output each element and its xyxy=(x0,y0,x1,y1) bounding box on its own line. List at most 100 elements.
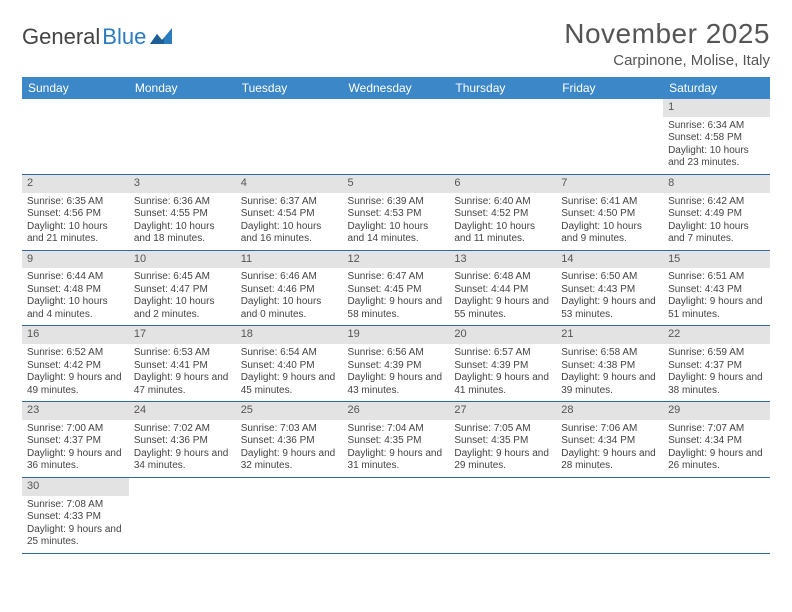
sunset-text: Sunset: 4:43 PM xyxy=(668,284,765,297)
calendar-cell: 1Sunrise: 6:34 AMSunset: 4:58 PMDaylight… xyxy=(663,99,770,174)
sunset-text: Sunset: 4:34 PM xyxy=(561,435,658,448)
logo: General Blue xyxy=(22,18,172,50)
daylight-text: Daylight: 10 hours and 2 minutes. xyxy=(134,296,231,321)
calendar-cell xyxy=(449,477,556,553)
sunrise-text: Sunrise: 7:07 AM xyxy=(668,423,765,436)
day-body: Sunrise: 6:36 AMSunset: 4:55 PMDaylight:… xyxy=(129,193,236,250)
day-number: 8 xyxy=(663,175,770,193)
daylight-text: Daylight: 10 hours and 16 minutes. xyxy=(241,221,338,246)
calendar-cell: 24Sunrise: 7:02 AMSunset: 4:36 PMDayligh… xyxy=(129,402,236,478)
day-number: 20 xyxy=(449,326,556,344)
daylight-text: Daylight: 10 hours and 23 minutes. xyxy=(668,145,765,170)
calendar-cell xyxy=(343,99,450,174)
calendar-cell: 19Sunrise: 6:56 AMSunset: 4:39 PMDayligh… xyxy=(343,326,450,402)
day-number: 30 xyxy=(22,478,129,496)
sunset-text: Sunset: 4:49 PM xyxy=(668,208,765,221)
calendar-cell: 17Sunrise: 6:53 AMSunset: 4:41 PMDayligh… xyxy=(129,326,236,402)
day-number: 1 xyxy=(663,99,770,117)
sunrise-text: Sunrise: 6:39 AM xyxy=(348,196,445,209)
calendar-cell: 8Sunrise: 6:42 AMSunset: 4:49 PMDaylight… xyxy=(663,174,770,250)
calendar-cell: 25Sunrise: 7:03 AMSunset: 4:36 PMDayligh… xyxy=(236,402,343,478)
day-header: Wednesday xyxy=(343,77,450,99)
day-number: 6 xyxy=(449,175,556,193)
sunrise-text: Sunrise: 6:37 AM xyxy=(241,196,338,209)
flag-icon xyxy=(150,28,172,49)
day-header-row: SundayMondayTuesdayWednesdayThursdayFrid… xyxy=(22,77,770,99)
sunset-text: Sunset: 4:44 PM xyxy=(454,284,551,297)
daylight-text: Daylight: 10 hours and 4 minutes. xyxy=(27,296,124,321)
calendar-cell xyxy=(449,99,556,174)
daylight-text: Daylight: 9 hours and 53 minutes. xyxy=(561,296,658,321)
daylight-text: Daylight: 9 hours and 36 minutes. xyxy=(27,448,124,473)
sunset-text: Sunset: 4:58 PM xyxy=(668,132,765,145)
sunrise-text: Sunrise: 7:00 AM xyxy=(27,423,124,436)
daylight-text: Daylight: 9 hours and 25 minutes. xyxy=(27,524,124,549)
calendar-cell: 6Sunrise: 6:40 AMSunset: 4:52 PMDaylight… xyxy=(449,174,556,250)
daylight-text: Daylight: 9 hours and 38 minutes. xyxy=(668,372,765,397)
calendar-row: 1Sunrise: 6:34 AMSunset: 4:58 PMDaylight… xyxy=(22,99,770,174)
day-number: 17 xyxy=(129,326,236,344)
day-header: Thursday xyxy=(449,77,556,99)
day-body: Sunrise: 6:53 AMSunset: 4:41 PMDaylight:… xyxy=(129,344,236,401)
logo-word-b: Blue xyxy=(102,24,146,50)
daylight-text: Daylight: 9 hours and 55 minutes. xyxy=(454,296,551,321)
calendar-cell xyxy=(343,477,450,553)
day-body: Sunrise: 6:41 AMSunset: 4:50 PMDaylight:… xyxy=(556,193,663,250)
daylight-text: Daylight: 9 hours and 49 minutes. xyxy=(27,372,124,397)
sunrise-text: Sunrise: 6:46 AM xyxy=(241,271,338,284)
day-number: 9 xyxy=(22,251,129,269)
calendar-cell: 22Sunrise: 6:59 AMSunset: 4:37 PMDayligh… xyxy=(663,326,770,402)
calendar-cell: 23Sunrise: 7:00 AMSunset: 4:37 PMDayligh… xyxy=(22,402,129,478)
sunset-text: Sunset: 4:39 PM xyxy=(454,360,551,373)
day-body: Sunrise: 7:05 AMSunset: 4:35 PMDaylight:… xyxy=(449,420,556,477)
logo-word-a: General xyxy=(22,24,100,50)
sunset-text: Sunset: 4:52 PM xyxy=(454,208,551,221)
calendar-cell: 29Sunrise: 7:07 AMSunset: 4:34 PMDayligh… xyxy=(663,402,770,478)
calendar-table: SundayMondayTuesdayWednesdayThursdayFrid… xyxy=(22,77,770,554)
day-body: Sunrise: 6:52 AMSunset: 4:42 PMDaylight:… xyxy=(22,344,129,401)
day-body: Sunrise: 6:59 AMSunset: 4:37 PMDaylight:… xyxy=(663,344,770,401)
daylight-text: Daylight: 9 hours and 34 minutes. xyxy=(134,448,231,473)
calendar-cell: 14Sunrise: 6:50 AMSunset: 4:43 PMDayligh… xyxy=(556,250,663,326)
day-header: Saturday xyxy=(663,77,770,99)
sunrise-text: Sunrise: 7:04 AM xyxy=(348,423,445,436)
sunset-text: Sunset: 4:47 PM xyxy=(134,284,231,297)
day-number: 24 xyxy=(129,402,236,420)
day-number: 5 xyxy=(343,175,450,193)
calendar-cell xyxy=(236,99,343,174)
calendar-row: 30Sunrise: 7:08 AMSunset: 4:33 PMDayligh… xyxy=(22,477,770,553)
sunrise-text: Sunrise: 6:45 AM xyxy=(134,271,231,284)
day-body: Sunrise: 7:00 AMSunset: 4:37 PMDaylight:… xyxy=(22,420,129,477)
day-body: Sunrise: 6:56 AMSunset: 4:39 PMDaylight:… xyxy=(343,344,450,401)
sunrise-text: Sunrise: 6:35 AM xyxy=(27,196,124,209)
day-body: Sunrise: 6:47 AMSunset: 4:45 PMDaylight:… xyxy=(343,268,450,325)
day-body: Sunrise: 6:57 AMSunset: 4:39 PMDaylight:… xyxy=(449,344,556,401)
sunset-text: Sunset: 4:50 PM xyxy=(561,208,658,221)
day-body: Sunrise: 6:39 AMSunset: 4:53 PMDaylight:… xyxy=(343,193,450,250)
sunrise-text: Sunrise: 6:59 AM xyxy=(668,347,765,360)
calendar-cell: 11Sunrise: 6:46 AMSunset: 4:46 PMDayligh… xyxy=(236,250,343,326)
day-body: Sunrise: 6:37 AMSunset: 4:54 PMDaylight:… xyxy=(236,193,343,250)
day-body: Sunrise: 6:45 AMSunset: 4:47 PMDaylight:… xyxy=(129,268,236,325)
sunset-text: Sunset: 4:41 PM xyxy=(134,360,231,373)
daylight-text: Daylight: 9 hours and 51 minutes. xyxy=(668,296,765,321)
calendar-cell: 12Sunrise: 6:47 AMSunset: 4:45 PMDayligh… xyxy=(343,250,450,326)
sunrise-text: Sunrise: 6:50 AM xyxy=(561,271,658,284)
month-title: November 2025 xyxy=(564,18,770,50)
sunset-text: Sunset: 4:45 PM xyxy=(348,284,445,297)
day-number: 23 xyxy=(22,402,129,420)
day-body: Sunrise: 6:58 AMSunset: 4:38 PMDaylight:… xyxy=(556,344,663,401)
daylight-text: Daylight: 9 hours and 26 minutes. xyxy=(668,448,765,473)
day-body: Sunrise: 6:51 AMSunset: 4:43 PMDaylight:… xyxy=(663,268,770,325)
daylight-text: Daylight: 9 hours and 47 minutes. xyxy=(134,372,231,397)
day-number: 22 xyxy=(663,326,770,344)
sunrise-text: Sunrise: 7:05 AM xyxy=(454,423,551,436)
day-body: Sunrise: 6:50 AMSunset: 4:43 PMDaylight:… xyxy=(556,268,663,325)
daylight-text: Daylight: 9 hours and 43 minutes. xyxy=(348,372,445,397)
day-body: Sunrise: 6:40 AMSunset: 4:52 PMDaylight:… xyxy=(449,193,556,250)
day-header: Tuesday xyxy=(236,77,343,99)
day-number: 26 xyxy=(343,402,450,420)
sunrise-text: Sunrise: 6:53 AM xyxy=(134,347,231,360)
day-body: Sunrise: 7:04 AMSunset: 4:35 PMDaylight:… xyxy=(343,420,450,477)
sunrise-text: Sunrise: 7:08 AM xyxy=(27,499,124,512)
